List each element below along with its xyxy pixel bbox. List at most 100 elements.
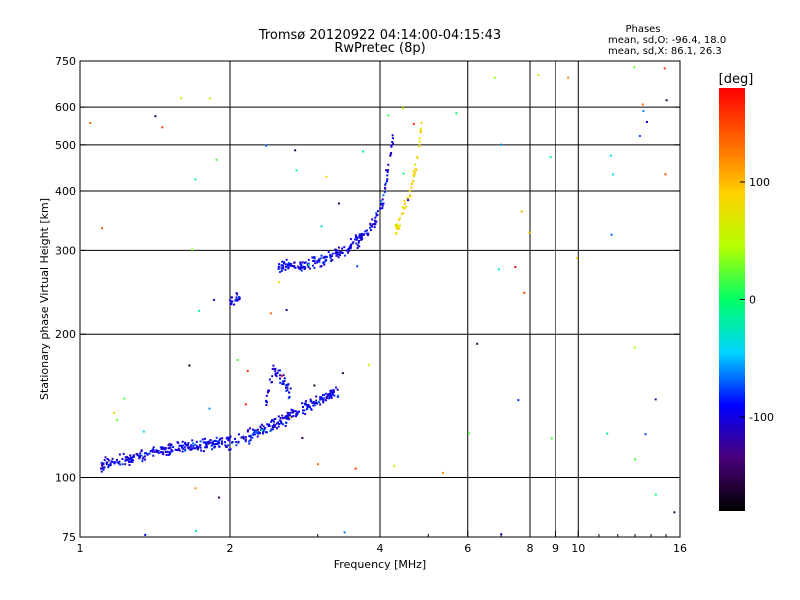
data-point <box>413 171 416 174</box>
data-point <box>291 409 294 412</box>
data-point <box>416 156 419 159</box>
data-point <box>261 432 264 435</box>
data-point <box>157 452 160 455</box>
data-point <box>359 237 362 240</box>
x-tick-label: 9 <box>552 542 559 555</box>
data-point <box>315 395 318 398</box>
noise-point <box>387 114 390 117</box>
data-point <box>296 412 299 415</box>
data-point <box>275 372 278 375</box>
data-point <box>183 446 186 449</box>
data-point <box>182 447 185 450</box>
data-point <box>312 404 315 407</box>
noise-point <box>208 407 211 410</box>
data-point <box>409 195 412 198</box>
data-point <box>316 261 319 264</box>
x-axis-label: Frequency [MHz] <box>334 558 426 571</box>
noise-point <box>341 372 344 375</box>
data-point <box>271 368 274 371</box>
data-point <box>418 140 421 143</box>
data-point <box>419 130 422 133</box>
data-point <box>136 454 139 457</box>
data-point <box>105 463 108 466</box>
data-point <box>401 213 403 216</box>
data-point <box>408 190 411 192</box>
data-point <box>260 423 263 426</box>
data-point <box>166 450 169 453</box>
noise-point <box>612 173 615 176</box>
data-point <box>329 392 332 395</box>
y-tick-label: 100 <box>55 472 76 485</box>
data-point <box>252 432 255 435</box>
data-point <box>125 458 128 461</box>
data-point <box>101 462 104 465</box>
phases-o-line: mean, sd,O: -96.4, 18.0 <box>608 35 726 46</box>
noise-point <box>654 493 657 496</box>
data-point <box>376 214 379 216</box>
data-point <box>113 462 116 465</box>
data-point <box>251 428 254 431</box>
data-point <box>265 404 268 406</box>
data-point <box>366 234 369 237</box>
data-point <box>337 394 340 397</box>
data-point <box>155 449 158 452</box>
noise-point <box>644 433 647 436</box>
data-point <box>111 460 114 463</box>
noise-point <box>289 416 292 419</box>
data-point <box>167 453 170 456</box>
data-point <box>140 454 143 457</box>
data-point <box>386 180 388 183</box>
noise-point <box>246 369 249 372</box>
data-point <box>372 223 375 226</box>
data-point <box>286 388 289 391</box>
noise-point <box>277 281 280 284</box>
data-point <box>280 421 282 424</box>
data-point <box>130 459 133 462</box>
data-point <box>285 389 288 392</box>
data-point <box>207 442 210 445</box>
data-point <box>350 245 353 248</box>
data-point <box>341 251 344 254</box>
data-point <box>313 267 316 269</box>
data-point <box>279 369 281 372</box>
colorbar-tick-label: 0 <box>749 294 756 307</box>
noise-point <box>402 172 405 175</box>
data-point <box>207 440 210 443</box>
data-point <box>314 262 317 265</box>
data-point <box>375 220 378 223</box>
data-point <box>141 460 144 463</box>
data-point <box>165 454 168 456</box>
data-point <box>323 263 326 266</box>
data-point <box>406 196 409 199</box>
data-point <box>161 446 164 449</box>
noise-point <box>338 202 340 205</box>
data-point <box>322 401 325 404</box>
data-point <box>312 260 315 262</box>
noise-point <box>213 298 215 301</box>
data-point <box>268 423 271 426</box>
data-point <box>335 250 338 253</box>
data-point <box>403 200 406 202</box>
data-point <box>301 402 304 405</box>
data-point <box>237 297 240 300</box>
data-point <box>253 433 256 436</box>
data-point <box>412 175 415 178</box>
data-point <box>418 145 421 148</box>
data-point <box>399 217 401 220</box>
data-point <box>360 232 363 235</box>
data-point <box>310 400 313 403</box>
data-point <box>264 431 267 433</box>
data-point <box>355 238 358 241</box>
noise-point <box>198 309 200 312</box>
noise-point <box>317 463 319 466</box>
data-point <box>302 406 304 408</box>
data-point <box>397 225 400 228</box>
data-point <box>289 411 292 414</box>
data-point <box>229 435 232 438</box>
data-point <box>284 266 287 268</box>
data-point <box>410 182 413 185</box>
data-point <box>331 393 334 396</box>
data-point <box>270 428 273 431</box>
data-point <box>337 253 340 256</box>
data-point <box>359 234 362 237</box>
